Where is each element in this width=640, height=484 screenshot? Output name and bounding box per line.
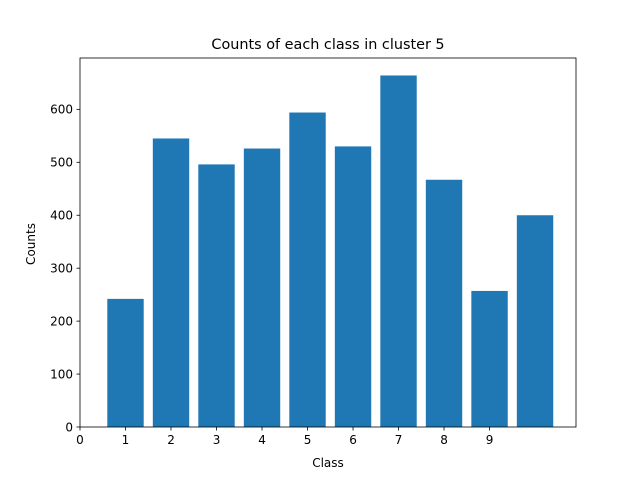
y-axis-label: Counts: [24, 223, 38, 265]
bar-4: [243, 148, 281, 427]
y-axis-ticks: 0 100 200 300 400 500 600: [50, 103, 80, 434]
bar-8: [425, 179, 463, 427]
x-tick-label: 1: [122, 433, 130, 447]
x-tick-label: 2: [167, 433, 175, 447]
y-tick-label: 400: [50, 209, 73, 223]
bar-2: [152, 138, 190, 427]
bar-9: [471, 290, 508, 427]
x-tick-label: 8: [440, 433, 448, 447]
x-tick-label: 9: [486, 433, 494, 447]
x-tick-label: 3: [213, 433, 221, 447]
y-tick-label: 500: [50, 156, 73, 170]
x-tick-label: 5: [304, 433, 312, 447]
y-tick-label: 200: [50, 314, 73, 328]
bar-7: [380, 75, 417, 427]
y-tick-label: 0: [65, 420, 73, 434]
bar-1: [107, 298, 144, 427]
y-tick-label: 100: [50, 367, 73, 381]
bars-group: [107, 75, 554, 427]
x-axis-label: Class: [312, 456, 344, 470]
bar-3: [198, 164, 235, 427]
plot-frame: [79, 57, 577, 428]
bar-5: [289, 112, 326, 427]
x-axis-ticks: 0 1 2 3 4 5 6 7 8 9: [76, 427, 493, 447]
chart-title: Counts of each class in cluster 5: [211, 37, 444, 53]
x-tick-label: 0: [76, 433, 84, 447]
y-tick-label: 300: [50, 261, 73, 275]
bar-10: [516, 215, 554, 427]
x-tick-label: 6: [349, 433, 357, 447]
bar-6: [334, 146, 372, 427]
y-tick-label: 600: [50, 103, 73, 117]
x-tick-label: 7: [395, 433, 403, 447]
x-tick-label: 4: [258, 433, 266, 447]
